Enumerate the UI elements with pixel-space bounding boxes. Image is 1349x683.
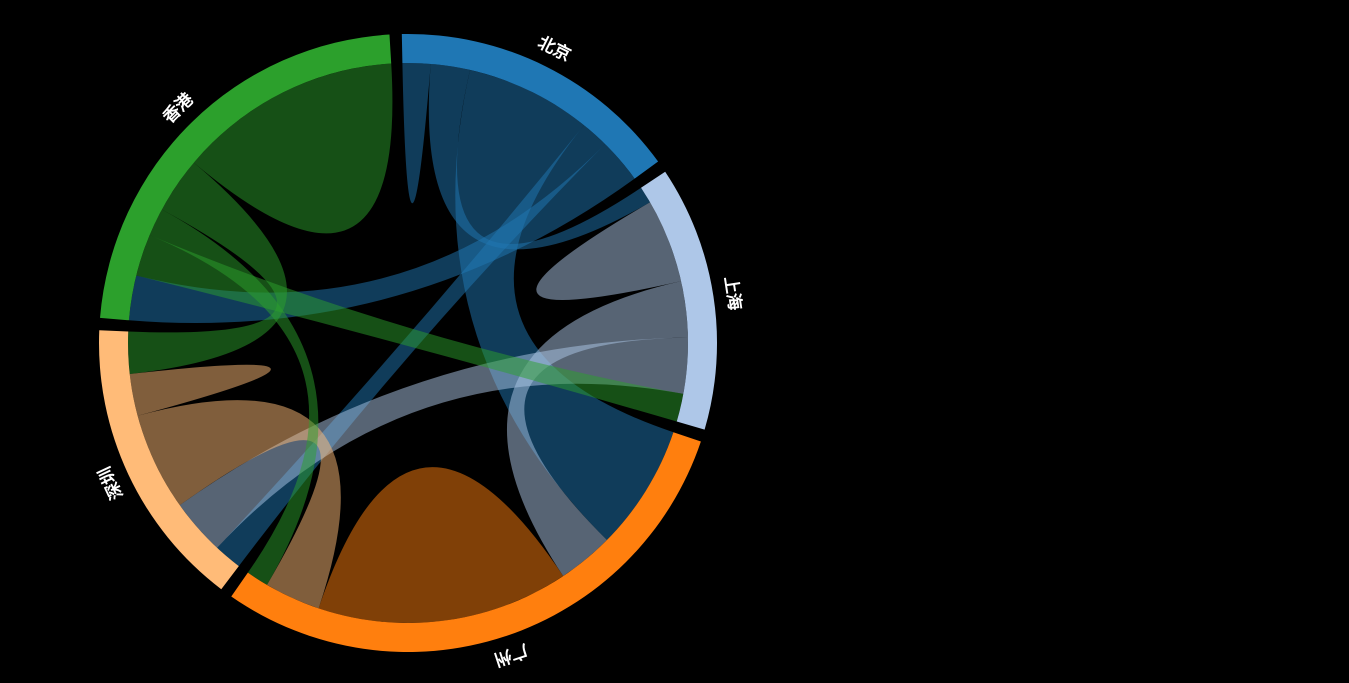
chord-ribbon[interactable] (536, 202, 682, 301)
group-arc[interactable] (100, 34, 392, 321)
group-arc[interactable] (231, 432, 701, 652)
chord-ribbon[interactable] (193, 63, 393, 234)
group-arc[interactable] (401, 33, 659, 179)
chord-ribbon[interactable] (128, 162, 287, 374)
chord-ribbon[interactable] (129, 364, 271, 416)
chord-ribbon[interactable] (136, 235, 684, 422)
chord-ribbons (128, 63, 688, 623)
chord-ribbon[interactable] (455, 69, 674, 541)
chord-ribbon[interactable] (318, 467, 564, 623)
group-arc[interactable] (641, 171, 718, 430)
chord-ribbon[interactable] (402, 63, 431, 204)
group-label: 上海 (720, 275, 746, 312)
chord-ribbon[interactable] (137, 400, 341, 609)
group-label: 北京 (534, 32, 574, 66)
group-arcs (98, 33, 718, 652)
chord-ribbon[interactable] (128, 144, 635, 324)
group-arc[interactable] (98, 330, 239, 590)
group-label: 深圳 (94, 463, 127, 503)
chord-ribbon[interactable] (428, 63, 651, 250)
chord-ribbon[interactable] (149, 209, 319, 585)
group-label: 广州 (492, 640, 531, 671)
